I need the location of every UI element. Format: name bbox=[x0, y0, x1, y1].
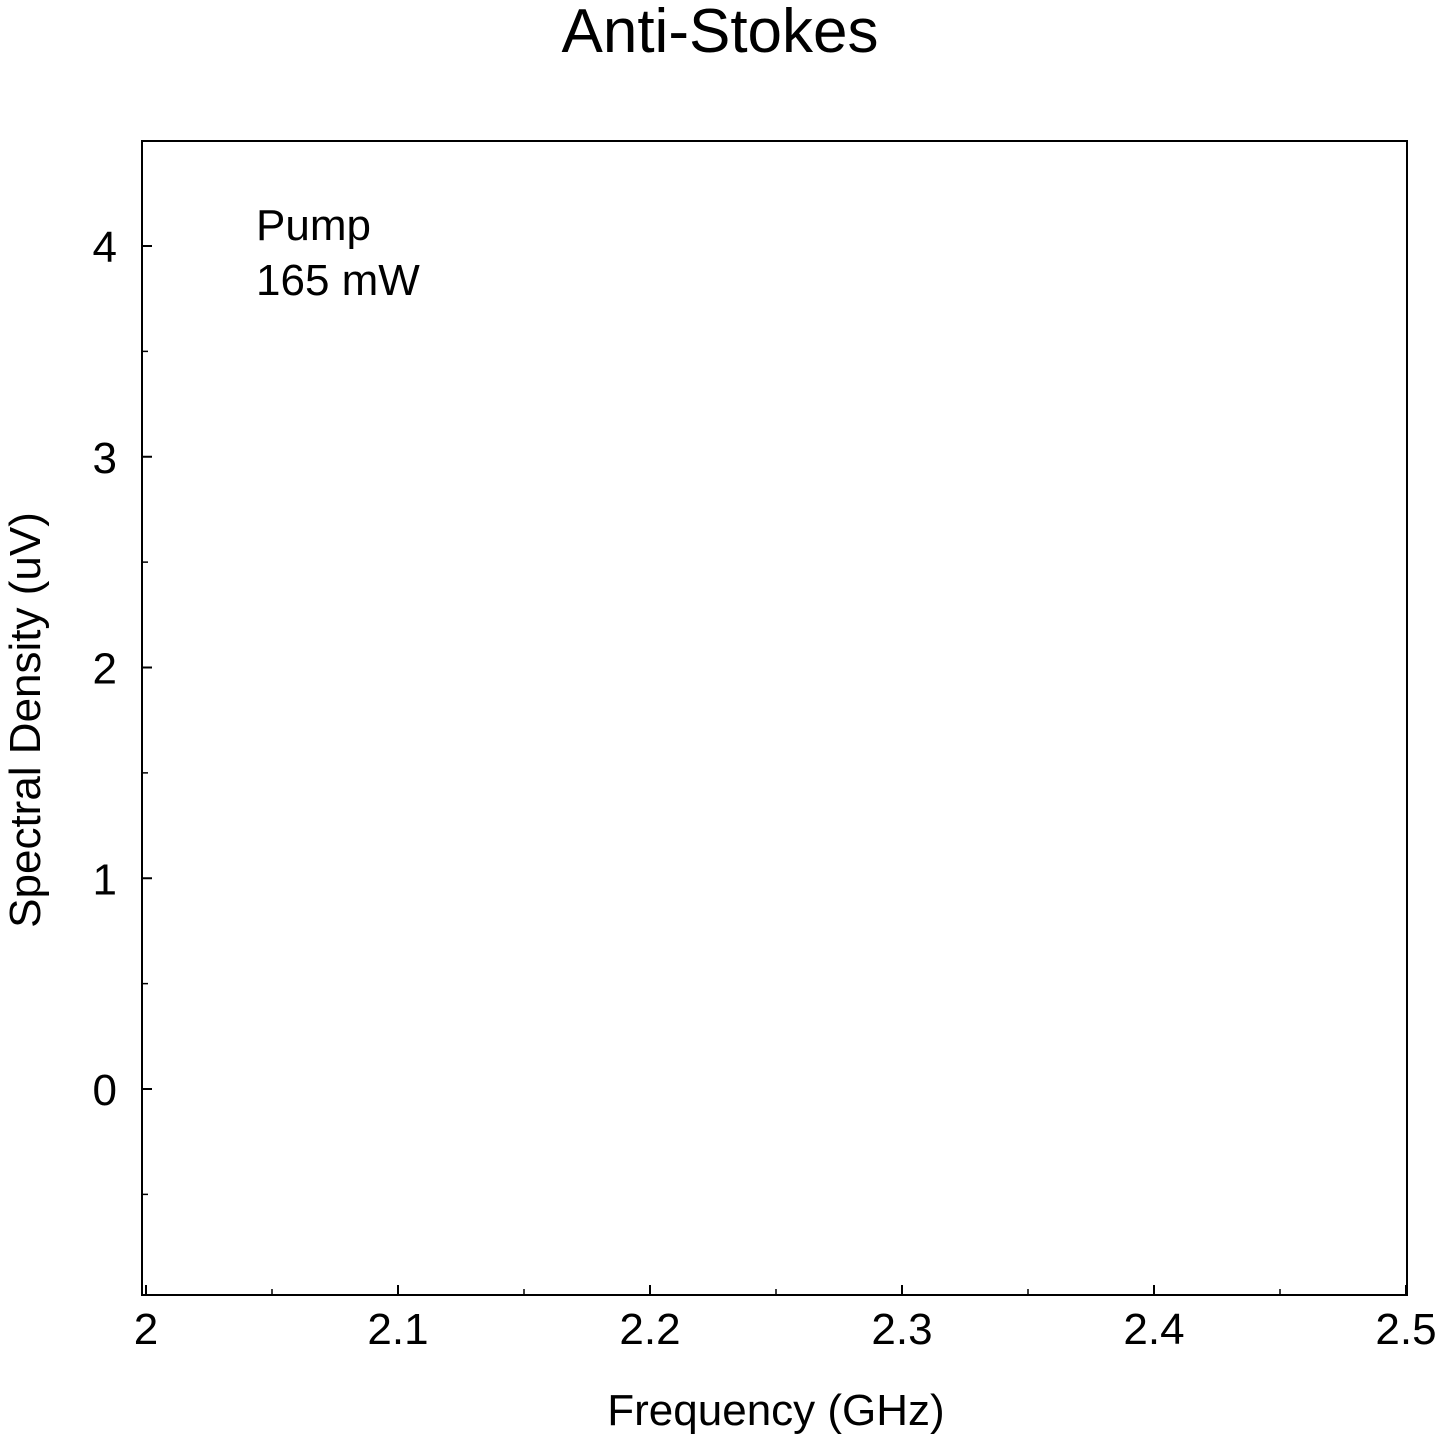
annotation-pump: Pump bbox=[256, 201, 371, 250]
y-axis-tick-labels: 0 1 2 3 4 bbox=[93, 223, 117, 1115]
plot-frame bbox=[141, 140, 1408, 1296]
x-axis-title: Frequency (GHz) bbox=[607, 1386, 944, 1435]
x-tick-label: 2.2 bbox=[619, 1305, 680, 1354]
y-axis-title: Spectral Density (uV) bbox=[1, 512, 50, 928]
y-tick-label: 0 bbox=[93, 1066, 117, 1115]
x-tick-label: 2.3 bbox=[871, 1305, 932, 1354]
y-tick-label: 4 bbox=[93, 223, 117, 272]
x-tick-label: 2 bbox=[134, 1305, 158, 1354]
y-axis-ticks bbox=[142, 245, 152, 1196]
x-tick-label: 2.5 bbox=[1375, 1305, 1436, 1354]
x-tick-label: 2.4 bbox=[1123, 1305, 1184, 1354]
x-axis-ticks bbox=[145, 1285, 1407, 1295]
x-axis-tick-labels: 2 2.1 2.2 2.3 2.4 2.5 bbox=[134, 1305, 1437, 1354]
y-tick-label: 2 bbox=[93, 645, 117, 694]
chart-title: Anti-Stokes bbox=[561, 0, 878, 66]
x-tick-label: 2.1 bbox=[367, 1305, 428, 1354]
y-tick-label: 1 bbox=[93, 855, 117, 904]
y-tick-label: 3 bbox=[93, 434, 117, 483]
annotation-power: 165 mW bbox=[256, 256, 420, 305]
